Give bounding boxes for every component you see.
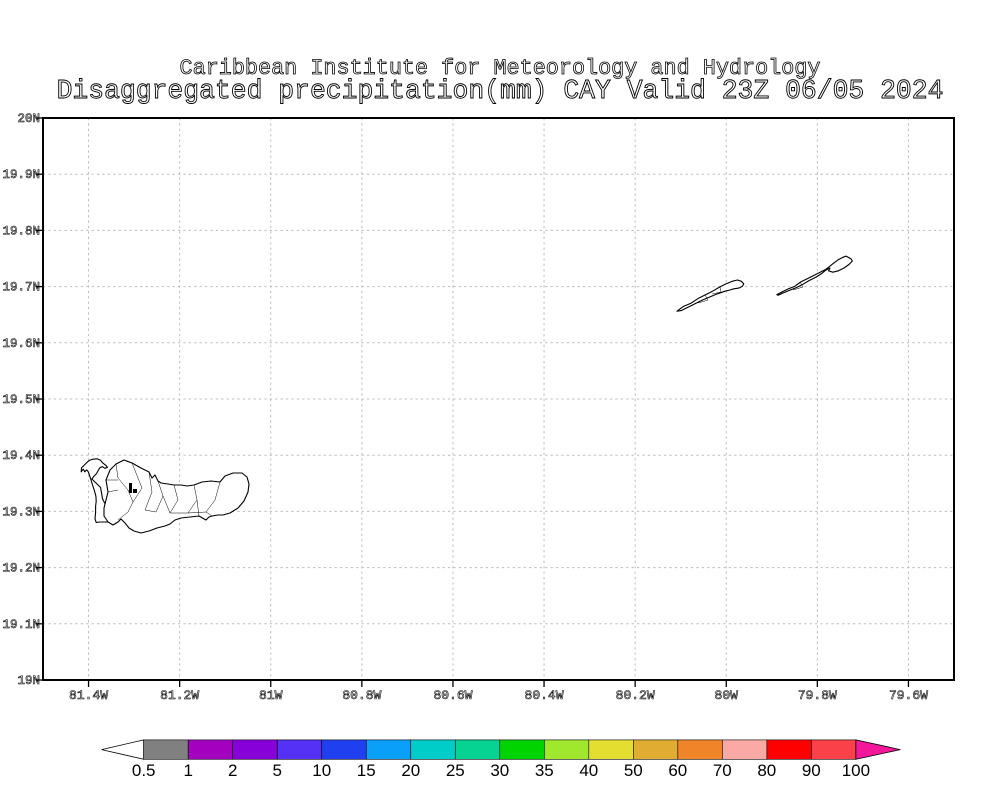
svg-text:50: 50	[624, 761, 643, 780]
svg-text:19.4N: 19.4N	[2, 449, 40, 463]
svg-text:19.6N: 19.6N	[2, 337, 40, 351]
svg-text:25: 25	[446, 761, 465, 780]
svg-text:1: 1	[183, 761, 192, 780]
svg-text:0.5: 0.5	[132, 761, 156, 780]
svg-text:80.8W: 80.8W	[342, 688, 381, 703]
svg-text:90: 90	[802, 761, 821, 780]
svg-text:10: 10	[312, 761, 331, 780]
svg-text:5: 5	[272, 761, 281, 780]
svg-text:70: 70	[713, 761, 732, 780]
svg-text:19.7N: 19.7N	[2, 281, 40, 295]
svg-text:15: 15	[357, 761, 376, 780]
svg-text:19.2N: 19.2N	[2, 562, 40, 576]
svg-text:80.2W: 80.2W	[616, 688, 655, 703]
svg-text:81.2W: 81.2W	[160, 688, 199, 703]
svg-text:80.4W: 80.4W	[525, 688, 564, 703]
svg-text:80: 80	[757, 761, 776, 780]
svg-text:30: 30	[490, 761, 509, 780]
svg-text:19.1N: 19.1N	[2, 618, 40, 632]
svg-text:79.6W: 79.6W	[889, 688, 928, 703]
svg-text:20N: 20N	[17, 112, 40, 126]
svg-text:20: 20	[401, 761, 420, 780]
svg-text:19.3N: 19.3N	[2, 505, 40, 519]
svg-text:35: 35	[535, 761, 554, 780]
svg-text:19.8N: 19.8N	[2, 224, 40, 238]
svg-text:19.5N: 19.5N	[2, 393, 40, 407]
svg-text:40: 40	[579, 761, 598, 780]
svg-text:81.4W: 81.4W	[69, 688, 108, 703]
svg-text:Disaggregated precipitation(mm: Disaggregated precipitation(mm) CAY Vali…	[57, 76, 944, 106]
svg-text:81W: 81W	[259, 688, 283, 703]
svg-text:19.9N: 19.9N	[2, 168, 40, 182]
svg-text:79.8W: 79.8W	[798, 688, 837, 703]
svg-text:80W: 80W	[715, 688, 739, 703]
svg-text:19N: 19N	[17, 674, 40, 688]
svg-text:2: 2	[228, 761, 237, 780]
svg-text:100: 100	[842, 761, 870, 780]
svg-text:60: 60	[668, 761, 687, 780]
svg-text:80.6W: 80.6W	[433, 688, 472, 703]
